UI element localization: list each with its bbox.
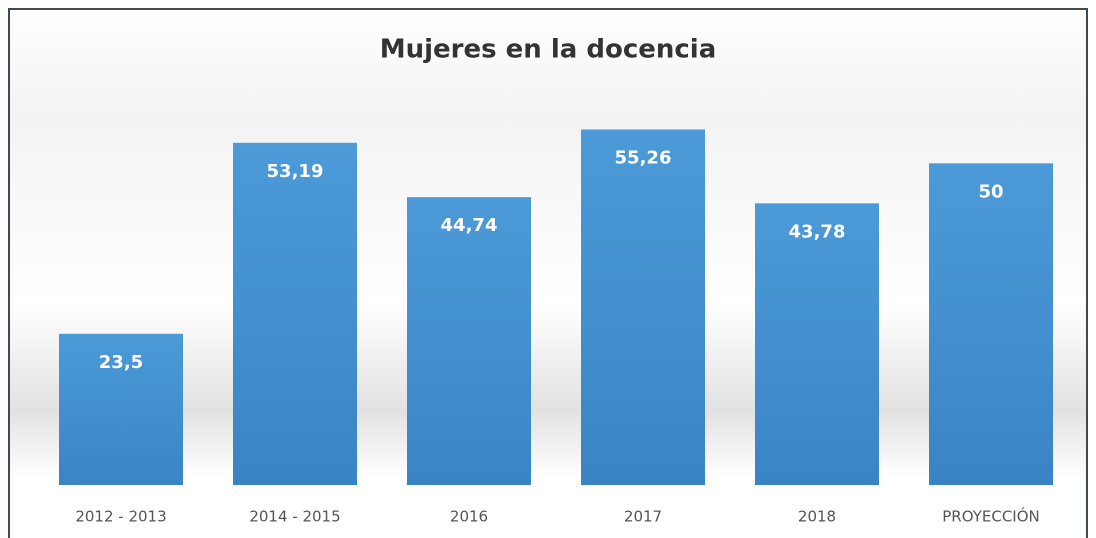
bar: [407, 197, 531, 485]
x-tick-label: 2014 - 2015: [249, 508, 340, 526]
chart-title: Mujeres en la docencia: [380, 35, 717, 65]
bar: [59, 333, 183, 485]
x-tick-label: 2016: [450, 508, 488, 526]
data-label: 43,78: [789, 221, 846, 242]
x-tick-label: PROYECCIÓN: [942, 507, 1040, 526]
x-tick-label: 2012 - 2013: [75, 508, 166, 526]
bar: [755, 203, 879, 485]
x-tick-label: 2018: [798, 508, 836, 526]
bar: [581, 129, 705, 485]
data-label: 55,26: [615, 147, 672, 168]
data-label: 53,19: [267, 161, 324, 182]
bar: [233, 142, 357, 485]
data-label: 44,74: [441, 215, 498, 236]
bar: [929, 163, 1053, 486]
data-label: 50: [978, 181, 1003, 202]
chart-frame: [8, 8, 1088, 538]
data-label: 23,5: [99, 352, 143, 373]
x-tick-label: 2017: [624, 508, 662, 526]
